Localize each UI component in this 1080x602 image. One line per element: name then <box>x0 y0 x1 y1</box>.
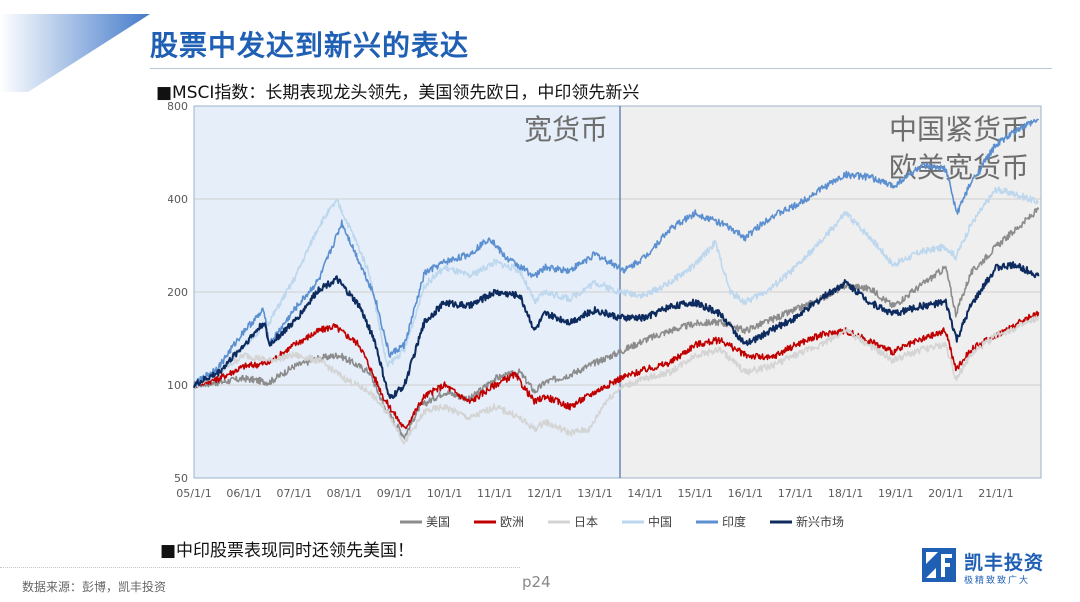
series-line-4 <box>193 118 1040 388</box>
page-number: p24 <box>522 573 551 591</box>
plot-frame <box>193 105 1042 479</box>
data-source: 数据来源：彭博，凯丰投资 <box>22 580 167 594</box>
region-label-easy: 宽货币 <box>524 113 608 146</box>
y-tick-label: 400 <box>168 193 188 206</box>
corner-decoration <box>0 14 150 92</box>
legend-label-1: 欧洲 <box>500 515 524 529</box>
legend-label-0: 美国 <box>426 515 450 529</box>
title-divider <box>150 68 1052 69</box>
x-tick-label: 21/1/1 <box>978 487 1013 500</box>
legend-label-5: 新兴市场 <box>796 514 844 529</box>
logo-slogan: 极精致致广大 <box>964 576 1031 586</box>
x-tick-label: 11/1/1 <box>477 487 512 500</box>
series-line-1 <box>193 310 1040 430</box>
region-label-tight-1: 欧美宽货币 <box>889 151 1029 184</box>
logo-name: 凯丰投资 <box>964 552 1045 574</box>
footer-divider <box>0 567 520 568</box>
series-line-0 <box>193 207 1040 440</box>
bullet-china-india: ■中印股票表现同时还领先美国！ <box>160 541 415 561</box>
x-tick-label: 19/1/1 <box>878 487 913 500</box>
x-tick-label: 14/1/1 <box>627 487 662 500</box>
x-tick-label: 18/1/1 <box>828 487 863 500</box>
y-tick-label: 200 <box>168 286 188 299</box>
legend-label-2: 日本 <box>574 515 598 529</box>
legend-label-3: 中国 <box>648 514 672 529</box>
x-tick-label: 05/1/1 <box>176 487 211 500</box>
x-tick-label: 10/1/1 <box>427 487 462 500</box>
x-tick-label: 06/1/1 <box>226 487 261 500</box>
company-logo: 凯丰投资 极精致致广大 <box>922 548 1052 588</box>
x-tick-label: 13/1/1 <box>577 487 612 500</box>
y-tick-label: 800 <box>168 100 188 113</box>
legend-label-4: 印度 <box>722 514 746 529</box>
bullet-msci: ■MSCI指数：长期表现龙头领先，美国领先欧日，中印领先新兴 <box>156 83 640 103</box>
x-tick-label: 08/1/1 <box>327 487 362 500</box>
x-tick-label: 16/1/1 <box>728 487 763 500</box>
x-tick-label: 15/1/1 <box>677 487 712 500</box>
series-line-5 <box>193 261 1040 400</box>
y-tick-label: 100 <box>168 379 188 392</box>
x-tick-label: 20/1/1 <box>928 487 963 500</box>
x-tick-label: 07/1/1 <box>277 487 312 500</box>
y-tick-label: 50 <box>174 472 188 485</box>
x-tick-label: 17/1/1 <box>778 487 813 500</box>
series-line-3 <box>193 186 1039 389</box>
x-tick-label: 12/1/1 <box>527 487 562 500</box>
series-line-2 <box>193 315 1040 445</box>
page-title: 股票中发达到新兴的表达 <box>150 29 470 62</box>
x-tick-label: 09/1/1 <box>377 487 412 500</box>
region-label-tight-0: 中国紧货币 <box>889 113 1029 146</box>
logo-mark-icon <box>922 548 956 582</box>
